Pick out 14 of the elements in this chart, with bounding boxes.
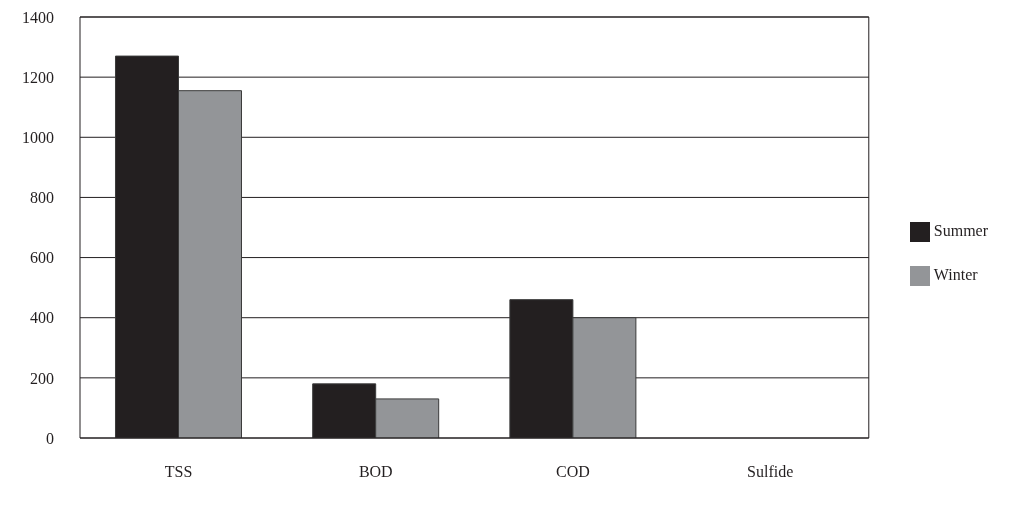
y-tick-label: 0	[46, 429, 54, 447]
y-tick-label: 1000	[22, 128, 54, 146]
x-tick-label: Sulfide	[747, 463, 794, 481]
y-tick-label: 600	[30, 249, 54, 267]
y-tick-label: 400	[30, 309, 54, 327]
legend-label: Summer	[933, 222, 988, 239]
y-tick-label: 1400	[22, 8, 54, 26]
legend-label: Winter	[933, 266, 978, 283]
x-tick-label: COD	[556, 463, 590, 481]
y-tick-label: 1200	[22, 68, 54, 86]
y-tick-label: 800	[30, 189, 54, 207]
y-tick-label: 200	[30, 369, 54, 387]
x-tick-label: TSS	[164, 463, 193, 481]
x-tick-label: BOD	[358, 463, 393, 481]
